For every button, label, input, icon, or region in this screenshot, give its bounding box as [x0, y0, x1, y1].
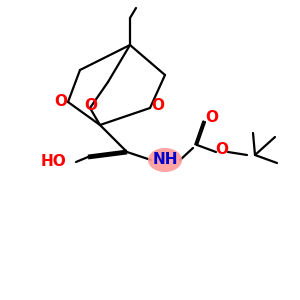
Text: O: O	[55, 94, 68, 110]
Text: NH: NH	[152, 152, 178, 167]
Text: O: O	[152, 98, 164, 112]
Text: O: O	[206, 110, 218, 125]
Text: O: O	[215, 142, 229, 158]
Text: HO: HO	[40, 154, 66, 169]
Ellipse shape	[148, 148, 182, 172]
Text: O: O	[85, 98, 98, 112]
